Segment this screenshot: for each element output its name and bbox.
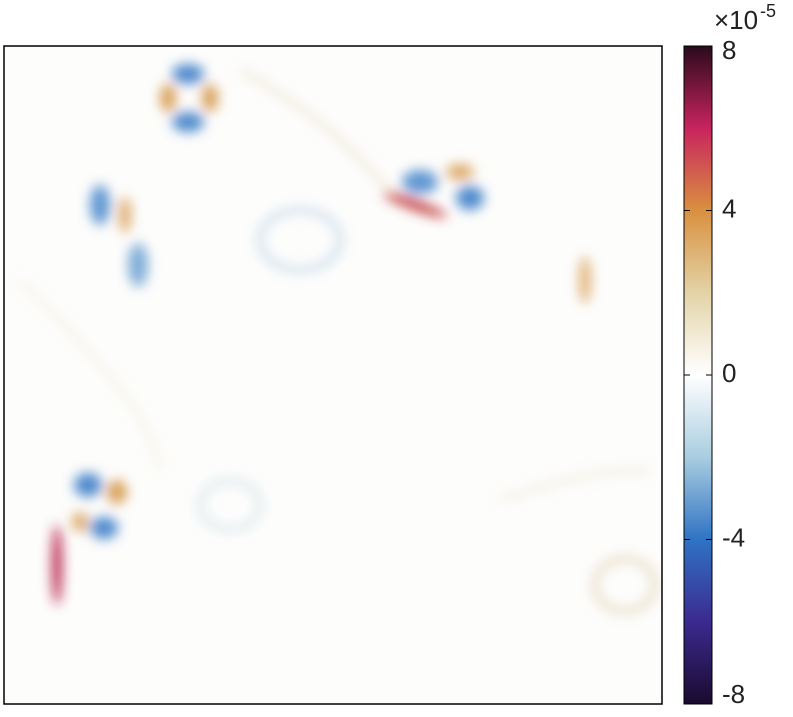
blob [446,164,474,180]
field [18,64,658,614]
filament [18,278,162,471]
blob [119,197,131,233]
colorbar-tick-label: 8 [722,35,736,65]
blob [90,185,110,225]
blob [172,112,204,132]
swirl [197,478,263,532]
colorbar-tick-label: -8 [722,679,745,709]
colorbar-tick-label: 4 [722,193,736,223]
blob [172,64,204,84]
blob [456,186,484,210]
colorbar-exponent: -5 [760,1,776,21]
swirl [257,207,343,273]
blob [128,243,148,287]
blob [52,525,62,605]
filament [499,468,651,502]
colorbar-tick-label: -4 [722,522,745,552]
blob [90,517,118,539]
blob [160,84,176,112]
colorbar-multiplier: ×10 [714,5,758,35]
blob [72,512,88,532]
blob [202,84,218,112]
plot-area [4,46,662,704]
swirl [592,556,658,614]
colorbar-tick-label: 0 [722,358,736,388]
blob [402,170,438,194]
blob [107,480,127,504]
filament [239,68,392,192]
plot-frame [3,45,663,705]
blob [74,473,102,497]
blob [579,256,591,304]
blob [383,192,447,218]
